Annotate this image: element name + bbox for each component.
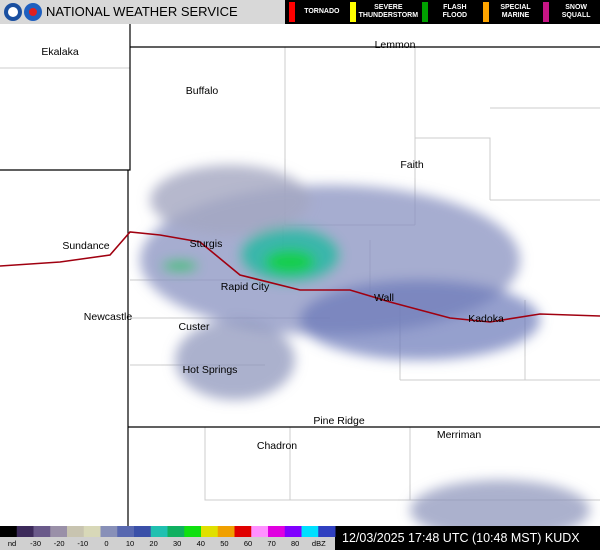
scale-tick-label: 80 xyxy=(291,539,299,548)
radar-echoes xyxy=(140,165,590,540)
warning-label: SEVERE THUNDERSTORM xyxy=(358,4,419,19)
warning-item: SPECIAL MARINE xyxy=(479,0,540,24)
scale-swatch xyxy=(100,526,118,537)
warning-label: SNOW SQUALL xyxy=(561,4,591,19)
interstate xyxy=(0,231,600,323)
city-label: Custer xyxy=(179,321,210,333)
scale-tick-label: 60 xyxy=(244,539,252,548)
warning-swatch xyxy=(349,2,356,22)
warning-swatch xyxy=(543,2,550,22)
warning-label: SPECIAL MARINE xyxy=(500,4,531,19)
logos xyxy=(4,3,42,21)
scale-tick-label: -10 xyxy=(77,539,88,548)
scale-swatch xyxy=(318,526,336,537)
city-label: Rapid City xyxy=(221,281,270,293)
scale-tick-label: 40 xyxy=(197,539,205,548)
scale-label: nd xyxy=(8,539,16,548)
scale-swatch xyxy=(234,526,252,537)
scale-swatch xyxy=(150,526,168,537)
scale-swatch xyxy=(67,526,85,537)
city-label: Lemmon xyxy=(375,39,416,51)
scale-swatch xyxy=(117,526,135,537)
city-label: Ekalaka xyxy=(41,46,79,58)
warning-item: FLASH FLOOD xyxy=(418,0,479,24)
warning-swatch xyxy=(422,2,429,22)
warning-swatch xyxy=(482,2,489,22)
scale-tick-label: -30 xyxy=(30,539,41,548)
city-label: Pine Ridge xyxy=(313,415,365,427)
timestamp: 12/03/2025 17:48 UTC (10:48 MST) KUDX xyxy=(342,531,580,545)
city-label: Wall xyxy=(374,292,394,304)
header: NATIONAL WEATHER SERVICE TORNADO SEVERE T… xyxy=(0,0,600,24)
city-label: Chadron xyxy=(257,440,297,452)
scale-swatch xyxy=(268,526,286,537)
scale-tick-label: 10 xyxy=(126,539,134,548)
scale-tick-label: 50 xyxy=(220,539,228,548)
scale-swatch xyxy=(284,526,302,537)
scale-swatch xyxy=(83,526,101,537)
scale-label-bg xyxy=(0,537,335,550)
warning-label: FLASH FLOOD xyxy=(442,4,468,19)
scale-swatch xyxy=(201,526,219,537)
scale-tick-label: 70 xyxy=(267,539,275,548)
scale-swatch xyxy=(217,526,235,537)
scale-swatch xyxy=(167,526,185,537)
scale-tick-label: 30 xyxy=(173,539,181,548)
city-label: Merriman xyxy=(437,429,481,441)
scale-unit: dBZ xyxy=(312,539,326,548)
scale-swatch xyxy=(251,526,269,537)
city-label: Hot Springs xyxy=(183,364,238,376)
warning-swatch xyxy=(289,2,295,22)
city-label: Sturgis xyxy=(190,238,223,250)
state-lines xyxy=(0,24,600,526)
warning-legend: TORNADO SEVERE THUNDERSTORM FLASH FLOOD SPE… xyxy=(285,0,600,24)
scale-tick-label: -20 xyxy=(54,539,65,548)
city-label: Faith xyxy=(400,159,424,171)
warning-label: TORNADO xyxy=(304,8,340,15)
city-label: Kadoka xyxy=(468,313,504,325)
scale-swatch xyxy=(134,526,152,537)
city-label: Newcastle xyxy=(84,311,133,323)
scale-tick-label: 20 xyxy=(149,539,157,548)
city-labels: Ekalaka Lemmon Buffalo Faith Sundance St… xyxy=(41,39,504,452)
scale-swatch xyxy=(33,526,51,537)
warning-item: TORNADO xyxy=(285,0,346,24)
scale-swatch xyxy=(0,526,18,537)
scale-tick-label: 0 xyxy=(104,539,108,548)
scale-swatch xyxy=(16,526,34,537)
color-scale: nd -30 -20 -10 0 10 20 30 40 50 60 70 80 dBZ xyxy=(0,526,336,550)
footer: nd -30 -20 -10 0 10 20 30 40 50 60 70 80 dBZ 12/03/20… xyxy=(0,526,600,550)
warning-item: SEVERE THUNDERSTORM xyxy=(346,0,418,24)
city-label: Buffalo xyxy=(186,85,219,97)
city-label: Sundance xyxy=(62,240,109,252)
scale-swatch xyxy=(184,526,202,537)
agency-name: NATIONAL WEATHER SERVICE xyxy=(46,4,238,19)
scale-swatch xyxy=(301,526,319,537)
scale-swatch xyxy=(50,526,68,537)
warning-item: SNOW SQUALL xyxy=(539,0,600,24)
